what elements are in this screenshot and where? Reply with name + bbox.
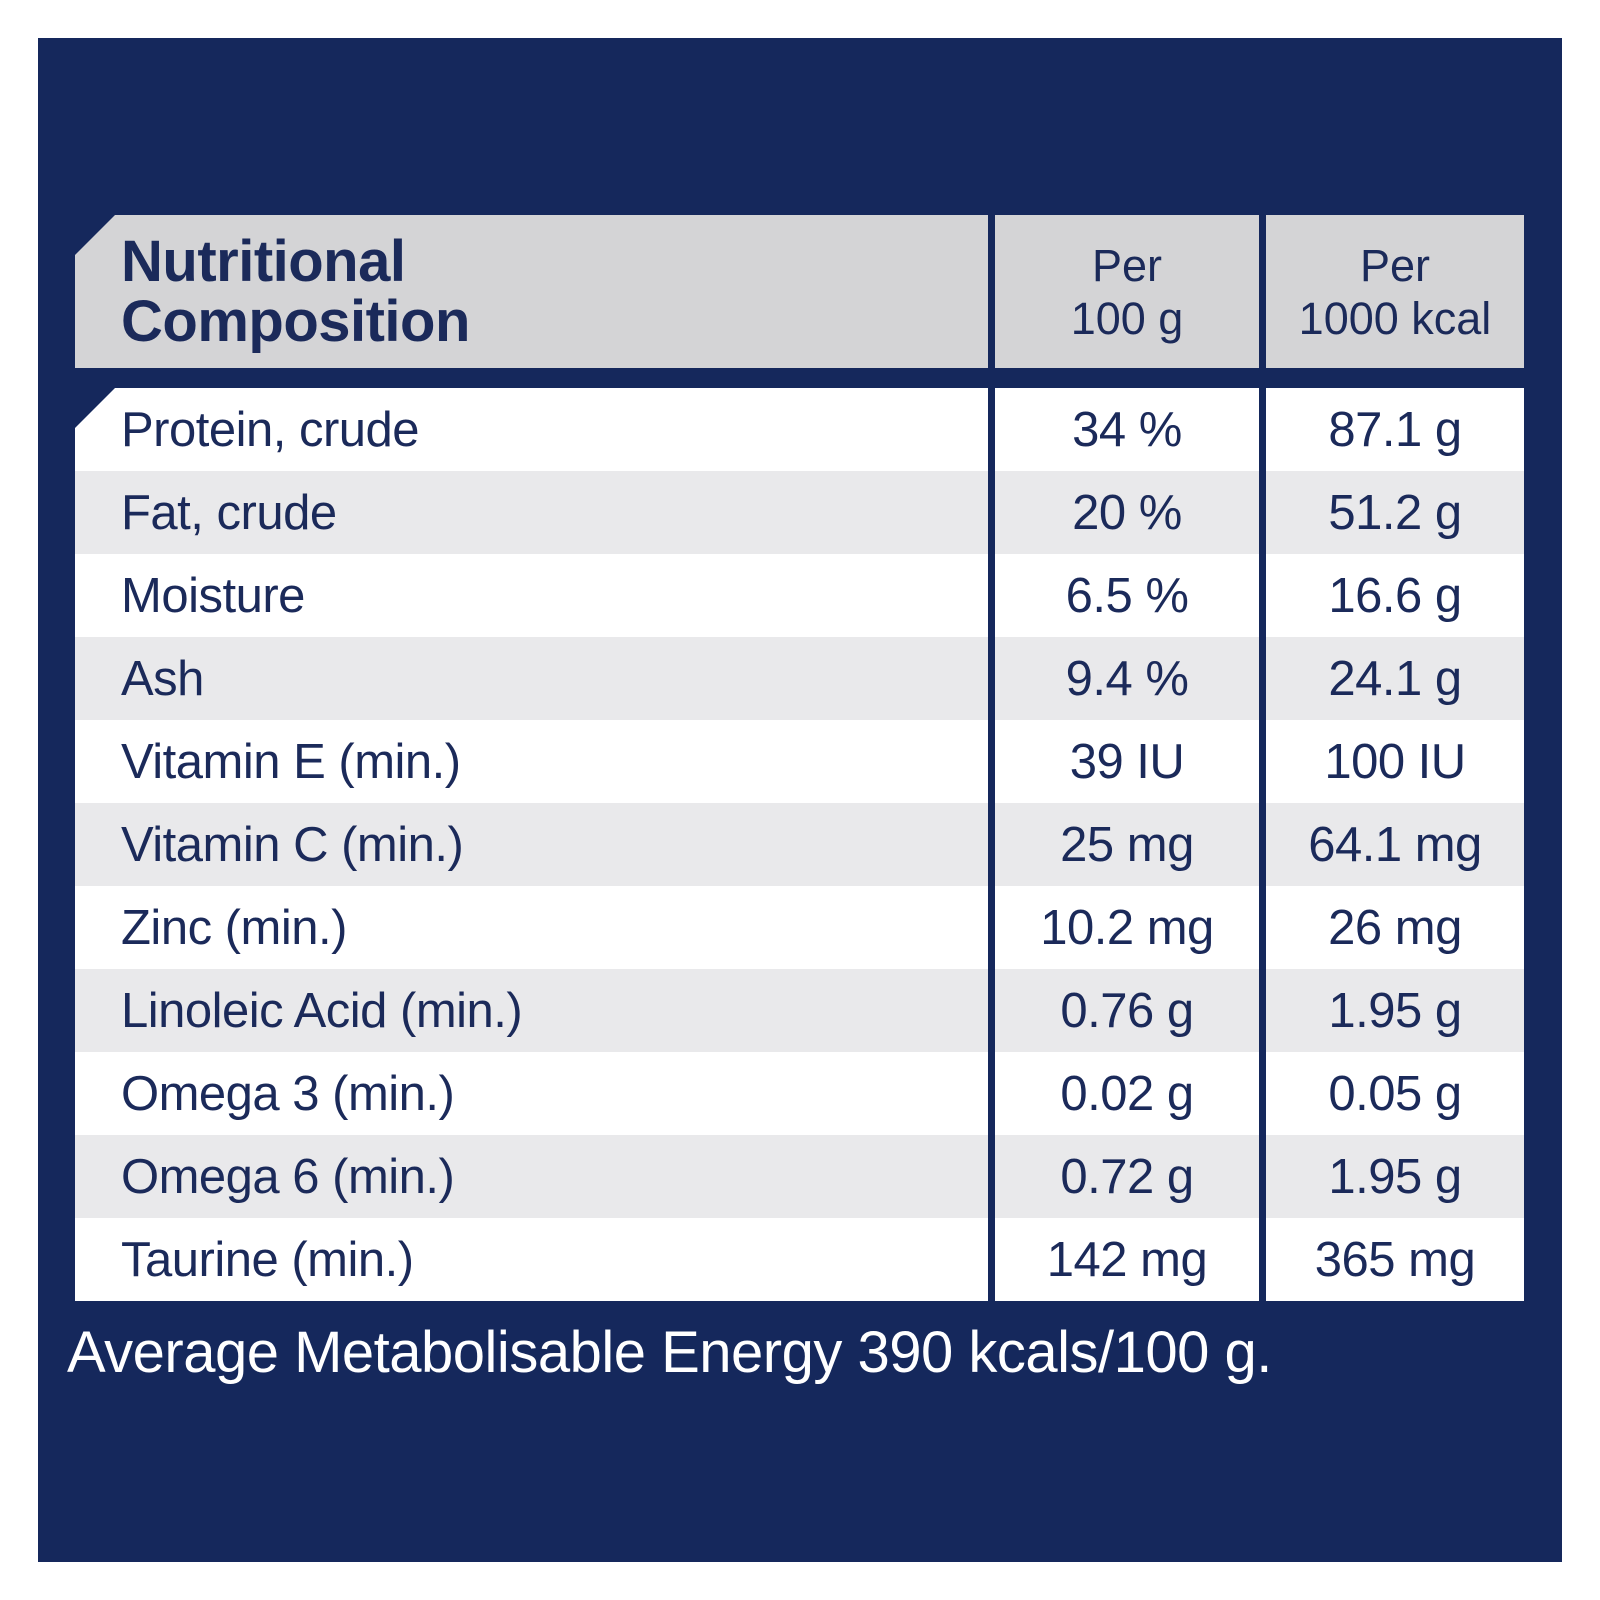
table-row: Linoleic Acid (min.) 0.76 g 1.95 g <box>75 969 1524 1052</box>
nutrient-label-cell: Zinc (min.) <box>75 886 988 969</box>
per-1000kcal-value: 64.1 mg <box>1308 817 1482 872</box>
per-100g-value-cell: 9.4 % <box>995 637 1259 720</box>
table-row: Vitamin C (min.) 25 mg 64.1 mg <box>75 803 1524 886</box>
nutrient-label-cell: Omega 6 (min.) <box>75 1135 988 1218</box>
per-100g-value-cell: 34 % <box>995 388 1259 471</box>
nutrition-table: Nutritional Composition Per 100 g Per 10… <box>75 215 1524 1301</box>
per-100g-value: 10.2 mg <box>1040 900 1214 955</box>
per-1000kcal-value-cell: 16.6 g <box>1266 554 1524 637</box>
per-1000kcal-value-cell: 51.2 g <box>1266 471 1524 554</box>
per-1000kcal-value: 24.1 g <box>1328 651 1462 706</box>
nutrient-label-cell: Vitamin E (min.) <box>75 720 988 803</box>
nutrition-panel: Nutritional Composition Per 100 g Per 10… <box>38 38 1562 1562</box>
table-row: Fat, crude 20 % 51.2 g <box>75 471 1524 554</box>
nutrient-label: Moisture <box>121 568 305 623</box>
per-100g-value-cell: 0.02 g <box>995 1052 1259 1135</box>
per-100g-value: 25 mg <box>1060 817 1194 872</box>
per-1000kcal-heading: Per 1000 kcal <box>1298 239 1492 344</box>
table-row: Zinc (min.) 10.2 mg 26 mg <box>75 886 1524 969</box>
per-100g-value-cell: 10.2 mg <box>995 886 1259 969</box>
table-row: Vitamin E (min.) 39 IU 100 IU <box>75 720 1524 803</box>
nutrient-label: Protein, crude <box>121 402 420 457</box>
per-1000kcal-value: 51.2 g <box>1328 485 1462 540</box>
per-100g-value: 142 mg <box>1046 1232 1208 1287</box>
nutrient-label: Linoleic Acid (min.) <box>121 983 523 1038</box>
table-row: Omega 3 (min.) 0.02 g 0.05 g <box>75 1052 1524 1135</box>
per-100g-value-cell: 39 IU <box>995 720 1259 803</box>
nutrient-label: Omega 3 (min.) <box>121 1066 455 1121</box>
table-header-row: Nutritional Composition Per 100 g Per 10… <box>75 215 1524 368</box>
table-body: Protein, crude 34 % 87.1 g Fat, crude <box>75 388 1524 1301</box>
per-1000kcal-value-cell: 87.1 g <box>1266 388 1524 471</box>
per-1000kcal-value-cell: 24.1 g <box>1266 637 1524 720</box>
per-1000kcal-value-cell: 0.05 g <box>1266 1052 1524 1135</box>
per-100g-value: 0.02 g <box>1060 1066 1194 1121</box>
per-100g-value: 39 IU <box>1069 734 1185 789</box>
per-1000kcal-value: 16.6 g <box>1328 568 1462 623</box>
per-100g-value: 20 % <box>1072 485 1182 540</box>
per-1000kcal-value-cell: 1.95 g <box>1266 1135 1524 1218</box>
per-1000kcal-value-cell: 64.1 mg <box>1266 803 1524 886</box>
per-100g-value: 0.76 g <box>1060 983 1194 1038</box>
nutrient-label-cell: Protein, crude <box>75 388 988 471</box>
per-1000kcal-value: 26 mg <box>1328 900 1462 955</box>
per-100g-value: 34 % <box>1072 402 1182 457</box>
nutrient-label-cell: Ash <box>75 637 988 720</box>
per-1000kcal-value-cell: 365 mg <box>1266 1218 1524 1301</box>
nutrient-label-cell: Fat, crude <box>75 471 988 554</box>
table-row: Ash 9.4 % 24.1 g <box>75 637 1524 720</box>
per-1000kcal-value: 100 IU <box>1324 734 1466 789</box>
per-100g-value-cell: 25 mg <box>995 803 1259 886</box>
nutrient-label: Taurine (min.) <box>121 1232 414 1287</box>
table-title: Nutritional Composition <box>121 228 470 354</box>
nutrient-label: Ash <box>121 651 204 706</box>
nutrient-label-cell: Moisture <box>75 554 988 637</box>
table-row: Taurine (min.) 142 mg 365 mg <box>75 1218 1524 1301</box>
per-1000kcal-value: 0.05 g <box>1328 1066 1462 1121</box>
per-1000kcal-value-cell: 26 mg <box>1266 886 1524 969</box>
per-100g-value: 9.4 % <box>1065 651 1189 706</box>
per-1000kcal-value: 1.95 g <box>1328 1149 1462 1204</box>
nutrient-label: Vitamin E (min.) <box>121 734 461 789</box>
nutrient-label: Fat, crude <box>121 485 337 540</box>
per-1000kcal-value-cell: 100 IU <box>1266 720 1524 803</box>
per-1000kcal-value: 87.1 g <box>1328 402 1462 457</box>
per-100g-value: 6.5 % <box>1065 568 1189 623</box>
nutrient-label-cell: Omega 3 (min.) <box>75 1052 988 1135</box>
nutrient-label: Zinc (min.) <box>121 900 347 955</box>
energy-statement: Average Metabolisable Energy 390 kcals/1… <box>67 1320 1272 1385</box>
per-100g-value-cell: 142 mg <box>995 1218 1259 1301</box>
nutrient-label-cell: Linoleic Acid (min.) <box>75 969 988 1052</box>
per-100g-value-cell: 0.76 g <box>995 969 1259 1052</box>
nutrient-label: Vitamin C (min.) <box>121 817 464 872</box>
table-row: Omega 6 (min.) 0.72 g 1.95 g <box>75 1135 1524 1218</box>
per-100g-value-cell: 6.5 % <box>995 554 1259 637</box>
per-100g-value-cell: 0.72 g <box>995 1135 1259 1218</box>
table-row: Protein, crude 34 % 87.1 g <box>75 388 1524 471</box>
nutrient-label: Omega 6 (min.) <box>121 1149 455 1204</box>
header-cell-nutritional-composition: Nutritional Composition <box>75 215 988 368</box>
header-cell-per-1000kcal: Per 1000 kcal <box>1266 215 1524 368</box>
nutrient-label-cell: Taurine (min.) <box>75 1218 988 1301</box>
per-1000kcal-value: 1.95 g <box>1328 983 1462 1038</box>
per-1000kcal-value: 365 mg <box>1314 1232 1476 1287</box>
per-100g-value-cell: 20 % <box>995 471 1259 554</box>
header-cell-per-100g: Per 100 g <box>995 215 1259 368</box>
per-1000kcal-value-cell: 1.95 g <box>1266 969 1524 1052</box>
table-row: Moisture 6.5 % 16.6 g <box>75 554 1524 637</box>
per-100g-heading: Per 100 g <box>1070 239 1184 344</box>
per-100g-value: 0.72 g <box>1060 1149 1194 1204</box>
nutrient-label-cell: Vitamin C (min.) <box>75 803 988 886</box>
